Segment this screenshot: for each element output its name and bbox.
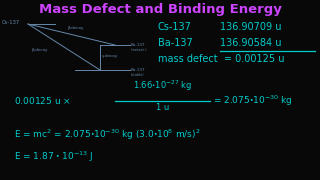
Text: = 2.075$\mathbf{\cdot}$10$^{-30}$ kg: = 2.075$\mathbf{\cdot}$10$^{-30}$ kg xyxy=(213,94,292,108)
Text: 136.90709 u: 136.90709 u xyxy=(220,22,282,32)
Text: (stable): (stable) xyxy=(131,73,145,77)
Text: 1.66$\mathbf{\cdot}$10$^{-27}$ kg: 1.66$\mathbf{\cdot}$10$^{-27}$ kg xyxy=(133,79,192,93)
Text: β-decay: β-decay xyxy=(32,48,49,52)
Text: Ba-137: Ba-137 xyxy=(131,43,146,47)
Text: 1 u: 1 u xyxy=(156,103,169,112)
Text: (metast.): (metast.) xyxy=(131,48,148,52)
Text: E = mc$^2$ = 2.075$\mathbf{\cdot}$10$^{-30}$ kg (3.0$\mathbf{\cdot}$10$^8$ m/s)$: E = mc$^2$ = 2.075$\mathbf{\cdot}$10$^{-… xyxy=(14,128,201,142)
Text: Mass Defect and Binding Energy: Mass Defect and Binding Energy xyxy=(39,3,281,16)
Text: β-decay: β-decay xyxy=(68,26,84,30)
Text: mass defect  = 0.00125 u: mass defect = 0.00125 u xyxy=(158,54,284,64)
Text: Ba-137: Ba-137 xyxy=(158,38,193,48)
Text: 0.00125 u $\times$: 0.00125 u $\times$ xyxy=(14,96,71,107)
Text: Cs-137: Cs-137 xyxy=(2,20,20,25)
Text: Cs-137: Cs-137 xyxy=(158,22,192,32)
Text: 136.90584 u: 136.90584 u xyxy=(220,38,282,48)
Text: γ-decay: γ-decay xyxy=(102,54,118,58)
Text: Ba-137: Ba-137 xyxy=(131,68,146,72)
Text: E = 1.87 $\mathbf{\cdot}$ 10$^{-13}$ J: E = 1.87 $\mathbf{\cdot}$ 10$^{-13}$ J xyxy=(14,150,93,164)
